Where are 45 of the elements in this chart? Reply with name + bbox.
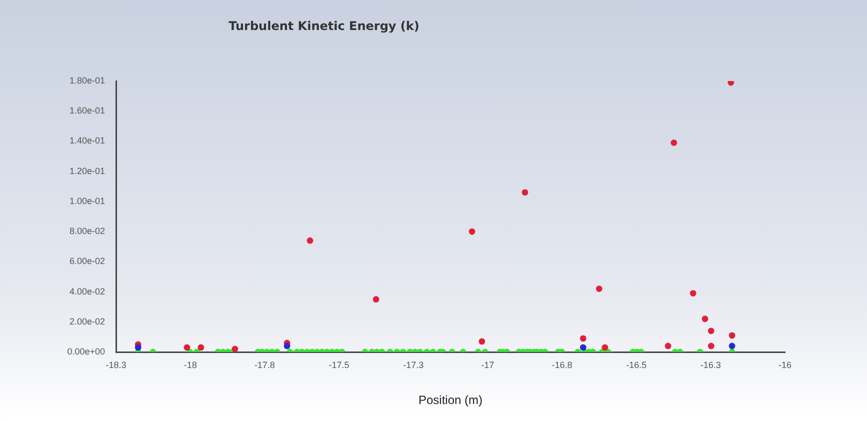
y-tick-label: 1.00e-01	[69, 196, 105, 206]
point	[708, 342, 714, 350]
y-tick-label: 1.60e-01	[69, 106, 105, 116]
point	[728, 81, 734, 86]
point	[708, 328, 714, 334]
y-tick-label: 8.00e-02	[69, 226, 105, 236]
point	[184, 344, 190, 351]
point	[478, 338, 486, 345]
x-tick-label: -16	[778, 360, 792, 370]
y-tick-label: 0.00e+00	[67, 346, 105, 356]
x-tick-label: -16.5	[626, 360, 647, 370]
x-tick-label: -17.3	[403, 360, 424, 370]
y-tick-label: 4.00e-02	[69, 286, 105, 296]
point	[596, 286, 602, 292]
point	[702, 316, 708, 322]
x-axis-title: Position (m)	[418, 393, 483, 408]
point	[372, 296, 380, 303]
point	[284, 342, 290, 350]
x-tick-label: -18	[184, 360, 197, 370]
y-tick-label: 1.40e-01	[69, 136, 105, 146]
chart-title: Turbulent Kinetic Energy (k)	[228, 19, 420, 34]
point	[232, 346, 238, 352]
point	[728, 332, 736, 339]
point	[522, 189, 528, 196]
point	[468, 228, 476, 235]
y-tick-label: 1.80e-01	[69, 75, 105, 86]
x-tick-label: -17.5	[328, 360, 350, 370]
point	[306, 237, 314, 244]
x-tick-label: -16.3	[700, 360, 721, 370]
x-tick-label: -18.3	[106, 360, 126, 370]
x-tick-label: -17	[481, 360, 494, 370]
point	[690, 290, 696, 296]
point	[728, 342, 736, 350]
point	[580, 335, 586, 342]
point	[134, 344, 142, 351]
point	[670, 140, 678, 146]
x-tick-label: -17.8	[254, 360, 275, 370]
point	[602, 344, 608, 351]
y-tick-label: 2.00e-02	[69, 316, 105, 326]
point	[664, 342, 672, 350]
point	[580, 344, 586, 351]
y-tick-label: 6.00e-02	[69, 256, 105, 266]
x-tick-label: -16.8	[552, 360, 572, 370]
y-tick-label: 1.20e-01	[69, 166, 105, 176]
point	[198, 344, 204, 351]
